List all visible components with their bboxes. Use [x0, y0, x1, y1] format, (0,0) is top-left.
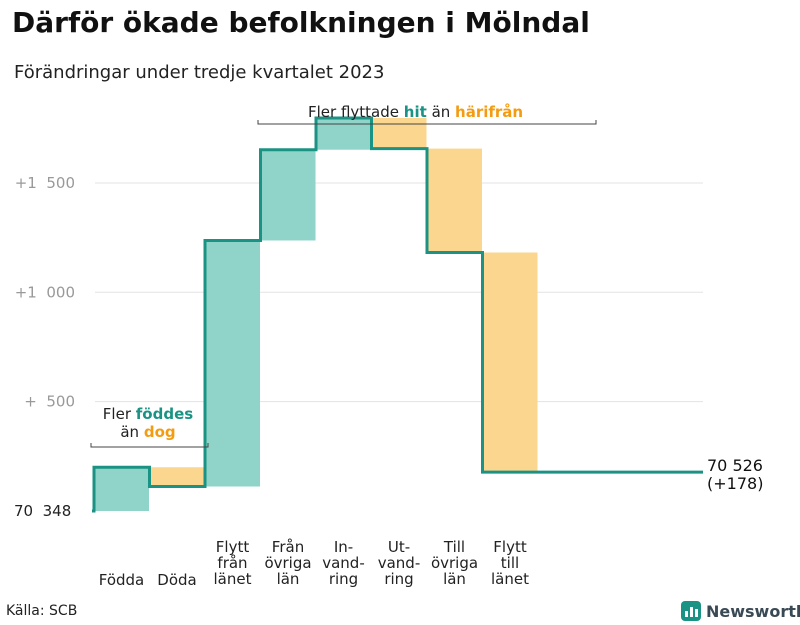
- migration-annotation-prefix: Fler flyttade: [308, 103, 399, 121]
- y-tick-label: +1 000: [15, 283, 75, 301]
- bar-6: [371, 117, 427, 149]
- births-annotation-foddes: föddes: [135, 405, 194, 423]
- x-label-7: Till övriga län: [431, 538, 478, 588]
- x-label-1: Födda: [99, 571, 145, 589]
- bar-1: [94, 467, 149, 511]
- migration-annotation-hit: hit: [403, 103, 427, 121]
- bar-7: [427, 148, 482, 253]
- source-note: Källa: SCB: [6, 603, 78, 619]
- x-label-3: Flytt från länet: [214, 538, 252, 588]
- newsworthy-logo-icon: [681, 601, 701, 621]
- bar-8: [482, 252, 538, 473]
- brand-name: Newsworthy: [706, 601, 800, 621]
- x-label-2: Döda: [157, 571, 196, 589]
- births-annotation-prefix: Fler: [102, 405, 131, 423]
- migration-annotation: Fler flyttade hit än härifrån: [308, 103, 523, 121]
- bar-4: [260, 149, 316, 241]
- brand-logo[interactable]: Newsworthy: [681, 601, 800, 621]
- births-annotation: Fler föddes än dog: [92, 405, 204, 441]
- births-annotation-middle: än: [120, 423, 140, 441]
- x-label-4: Från övriga län: [264, 538, 311, 588]
- net-change-label: (+178): [707, 474, 763, 493]
- x-label-8: Flytt till länet: [491, 538, 529, 588]
- migration-bracket: [257, 120, 597, 125]
- end-value-label: 70 526: [707, 456, 763, 475]
- cumulative-line: [92, 116, 703, 513]
- chart-title: Därför ökade befolkningen i Mölndal: [12, 6, 590, 39]
- y-tick-label: + 500: [24, 393, 75, 411]
- x-label-5: In-vand-ring: [322, 538, 365, 588]
- births-annotation-dog: dog: [143, 423, 176, 441]
- migration-annotation-middle: än: [431, 103, 451, 121]
- y-tick-label: 70 348: [14, 502, 71, 520]
- bar-5: [316, 117, 371, 150]
- y-tick-label: +1 500: [15, 174, 75, 192]
- chart-subtitle: Förändringar under tredje kvartalet 2023: [14, 62, 385, 83]
- migration-annotation-harifran: härifrån: [455, 103, 524, 121]
- bar-2: [149, 467, 205, 487]
- bar-3: [205, 240, 260, 487]
- births-bracket: [90, 443, 209, 448]
- x-label-6: Ut-vand-ring: [378, 538, 421, 588]
